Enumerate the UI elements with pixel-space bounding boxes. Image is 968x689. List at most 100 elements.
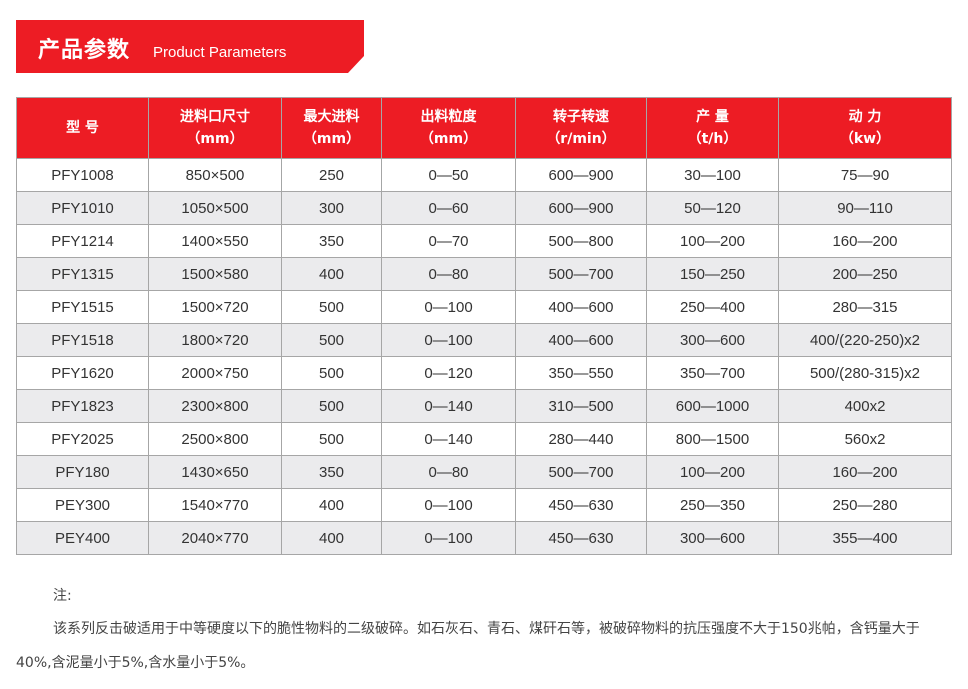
header-label: 进料口尺寸 [180, 109, 250, 125]
table-cell: 0—100 [381, 323, 516, 357]
table-cell: PFY1518 [16, 323, 149, 357]
table-cell: 300—600 [646, 323, 779, 357]
header-unit: （mm） [302, 131, 361, 147]
table-cell: 100—200 [646, 224, 779, 258]
table-cell: 1050×500 [148, 191, 282, 225]
table-cell: 400—600 [515, 323, 647, 357]
table-cell: PFY180 [16, 455, 149, 489]
column-header: 动 力 （kw） [778, 97, 952, 159]
header-label: 转子转速 [553, 109, 609, 125]
table-cell: 400—600 [515, 290, 647, 324]
table-cell: PEY300 [16, 488, 149, 522]
table-cell: 0—120 [381, 356, 516, 390]
table-cell: 0—60 [381, 191, 516, 225]
table-cell: 30—100 [646, 158, 779, 192]
table-cell: 2500×800 [148, 422, 282, 456]
table-cell: PFY1515 [16, 290, 149, 324]
table-cell: 0—100 [381, 488, 516, 522]
table-cell: 0—80 [381, 455, 516, 489]
table-cell: 1430×650 [148, 455, 282, 489]
header-label: 动 力 [848, 109, 882, 125]
header-unit: （kw） [839, 131, 891, 147]
table-cell: 400 [281, 488, 382, 522]
table-row: PFY1010 1050×500 300 0—60 600—900 50—120 90—11… [16, 191, 952, 225]
table-cell: 75—90 [778, 158, 952, 192]
table-cell: 2000×750 [148, 356, 282, 390]
section-banner: 产品参数 Product Parameters [16, 20, 364, 73]
note-label: 注: [53, 588, 72, 604]
table-cell: 310—500 [515, 389, 647, 423]
header-label: 型 号 [66, 120, 99, 136]
table-cell: 0—70 [381, 224, 516, 258]
table-cell: 0—100 [381, 290, 516, 324]
parameters-table: 型 号 进料口尺寸 （mm） 最大进料 （mm） 出料粒度 （mm） 转子转速 （r/min） 产… [16, 97, 952, 555]
table-cell: 400/(220-250)x2 [778, 323, 952, 357]
table-cell: 500 [281, 422, 382, 456]
table-cell: 500 [281, 356, 382, 390]
table-row: PFY1515 1500×720 500 0—100 400—600 250—400 280… [16, 290, 952, 324]
table-cell: 350 [281, 455, 382, 489]
table-cell: 500—800 [515, 224, 647, 258]
table-cell: 500/(280-315)x2 [778, 356, 952, 390]
table-cell: 280—315 [778, 290, 952, 324]
column-header: 最大进料 （mm） [281, 97, 382, 159]
table-cell: 500—700 [515, 257, 647, 291]
table-cell: 300 [281, 191, 382, 225]
table-cell: PFY1214 [16, 224, 149, 258]
banner-title-en: Product Parameters [153, 44, 287, 61]
table-cell: 600—1000 [646, 389, 779, 423]
table-cell: 500 [281, 389, 382, 423]
table-cell: 160—200 [778, 224, 952, 258]
table-cell: PEY400 [16, 521, 149, 555]
note-text: 该系列反击破适用于中等硬度以下的脆性物料的二级破碎。如石灰石、青石、煤矸石等，被… [16, 621, 920, 671]
header-unit: （mm） [186, 131, 244, 147]
table-cell: 1400×550 [148, 224, 282, 258]
table-header-row: 型 号 进料口尺寸 （mm） 最大进料 （mm） 出料粒度 （mm） 转子转速 （r/min） 产… [16, 97, 952, 159]
table-cell: 500 [281, 290, 382, 324]
table-row: PFY1315 1500×580 400 0—80 500—700 150—250 200—… [16, 257, 952, 291]
table-cell: 150—250 [646, 257, 779, 291]
table-row: PFY1620 2000×750 500 0—120 350—550 350—700 500… [16, 356, 952, 390]
table-cell: 1500×580 [148, 257, 282, 291]
table-cell: 600—900 [515, 191, 647, 225]
table-cell: PFY1008 [16, 158, 149, 192]
column-header: 型 号 [16, 97, 149, 159]
table-cell: 1540×770 [148, 488, 282, 522]
table-cell: 1800×720 [148, 323, 282, 357]
header-unit: （r/min） [546, 131, 616, 147]
table-cell: 0—80 [381, 257, 516, 291]
table-cell: 450—630 [515, 521, 647, 555]
table-cell: 350 [281, 224, 382, 258]
table-row: PFY180 1430×650 350 0—80 500—700 100—200 160—2… [16, 455, 952, 489]
table-cell: 250—400 [646, 290, 779, 324]
header-label: 最大进料 [303, 109, 360, 125]
table-cell: PFY1010 [16, 191, 149, 225]
table-cell: 250—280 [778, 488, 952, 522]
table-cell: 0—140 [381, 389, 516, 423]
column-header: 转子转速 （r/min） [515, 97, 647, 159]
table-row: PFY2025 2500×800 500 0—140 280—440 800—1500 56… [16, 422, 952, 456]
table-cell: 250 [281, 158, 382, 192]
header-label: 出料粒度 [420, 109, 477, 125]
table-cell: PFY1823 [16, 389, 149, 423]
table-row: PEY300 1540×770 400 0—100 450—630 250—350 250—… [16, 488, 952, 522]
banner-title-cn: 产品参数 [38, 38, 131, 63]
table-cell: 280—440 [515, 422, 647, 456]
table-cell: 350—550 [515, 356, 647, 390]
table-row: PFY1518 1800×720 500 0—100 400—600 300—600 400… [16, 323, 952, 357]
table-cell: 250—350 [646, 488, 779, 522]
table-row: PFY1823 2300×800 500 0—140 310—500 600—1000 40… [16, 389, 952, 423]
table-cell: 500 [281, 323, 382, 357]
column-header: 产 量 （t/h） [646, 97, 779, 159]
table-cell: 2300×800 [148, 389, 282, 423]
table-cell: 800—1500 [646, 422, 779, 456]
table-cell: 400 [281, 257, 382, 291]
table-cell: 600—900 [515, 158, 647, 192]
table-cell: 200—250 [778, 257, 952, 291]
column-header: 出料粒度 （mm） [381, 97, 516, 159]
table-row: PFY1214 1400×550 350 0—70 500—800 100—200 160—… [16, 224, 952, 258]
table-cell: 400x2 [778, 389, 952, 423]
table-cell: 400 [281, 521, 382, 555]
table-cell: PFY1620 [16, 356, 149, 390]
header-unit: （mm） [419, 131, 478, 147]
